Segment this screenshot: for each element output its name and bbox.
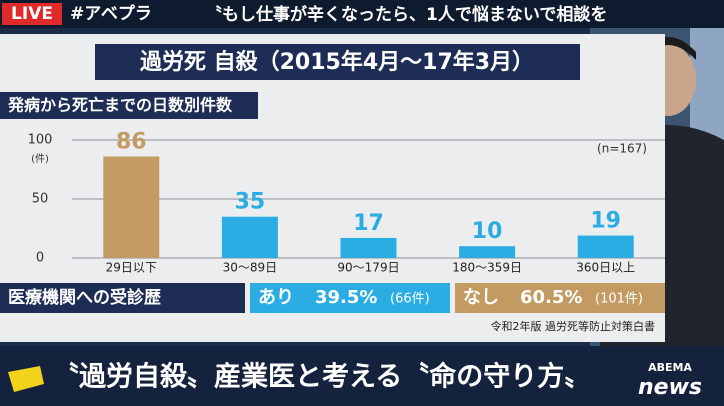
value-label: 35 bbox=[235, 190, 266, 215]
bar bbox=[459, 246, 516, 258]
yes-count: (66件) bbox=[390, 292, 430, 307]
value-label: 19 bbox=[590, 209, 621, 234]
yes-percent: 39.5% bbox=[315, 287, 377, 308]
value-label: 17 bbox=[353, 211, 384, 236]
top-banner bbox=[0, 0, 724, 28]
bar bbox=[577, 235, 634, 258]
visits-label: 医療機関への受診歴 bbox=[8, 287, 161, 308]
x-tick-label: 180～359日 bbox=[452, 261, 522, 275]
no-label: なし bbox=[463, 287, 499, 308]
x-tick-label: 90～179日 bbox=[337, 261, 399, 275]
ticker bbox=[0, 346, 724, 406]
value-label: 10 bbox=[472, 219, 503, 244]
bar bbox=[340, 237, 397, 258]
x-tick-label: 29日以下 bbox=[106, 261, 157, 275]
logo-bottom: news bbox=[638, 375, 702, 400]
bar bbox=[221, 216, 278, 258]
value-label: 86 bbox=[116, 130, 147, 155]
title-box bbox=[95, 44, 580, 80]
no-box bbox=[455, 283, 665, 313]
bar bbox=[103, 156, 160, 258]
subtitle-box bbox=[0, 92, 258, 119]
x-tick-label: 30～89日 bbox=[223, 261, 278, 275]
plot: 0 50 100 29日以下 86 30～89日 35 90～179日 17 180～359日 10… bbox=[28, 130, 665, 275]
live-label: LIVE bbox=[11, 4, 53, 24]
no-count: (101件) bbox=[595, 292, 643, 307]
yes-box bbox=[250, 283, 450, 313]
sample-note: (n=167) bbox=[597, 142, 647, 156]
visits-label-box bbox=[0, 283, 245, 313]
yes-label: あり bbox=[258, 287, 294, 308]
x-tick-label: 360日以上 bbox=[576, 261, 635, 275]
headline: 〝もし仕事が辛くなったら、1人で悩まないで相談を bbox=[205, 4, 607, 25]
chart-subtitle: 発病から死亡までの日数別件数 bbox=[7, 96, 233, 115]
ticker-icon bbox=[8, 366, 44, 392]
source: 令和2年版 過労死等防止対策白書 bbox=[491, 319, 656, 333]
hashtag: #アベプラ bbox=[70, 3, 152, 24]
live-badge bbox=[2, 3, 62, 25]
ticker-headline: 〝過労自殺〟産業医と考える〝命の守り方〟 bbox=[52, 361, 591, 393]
y-tick-label: 100 bbox=[28, 133, 53, 148]
y-unit: (件) bbox=[31, 153, 49, 165]
no-percent: 60.5% bbox=[520, 287, 582, 308]
y-tick-label: 50 bbox=[32, 192, 49, 207]
logo-top: ABEMA bbox=[648, 361, 692, 374]
chart-title: 過労死 自殺（2015年4月～17年3月） bbox=[140, 49, 534, 75]
y-tick-label: 0 bbox=[36, 251, 44, 266]
